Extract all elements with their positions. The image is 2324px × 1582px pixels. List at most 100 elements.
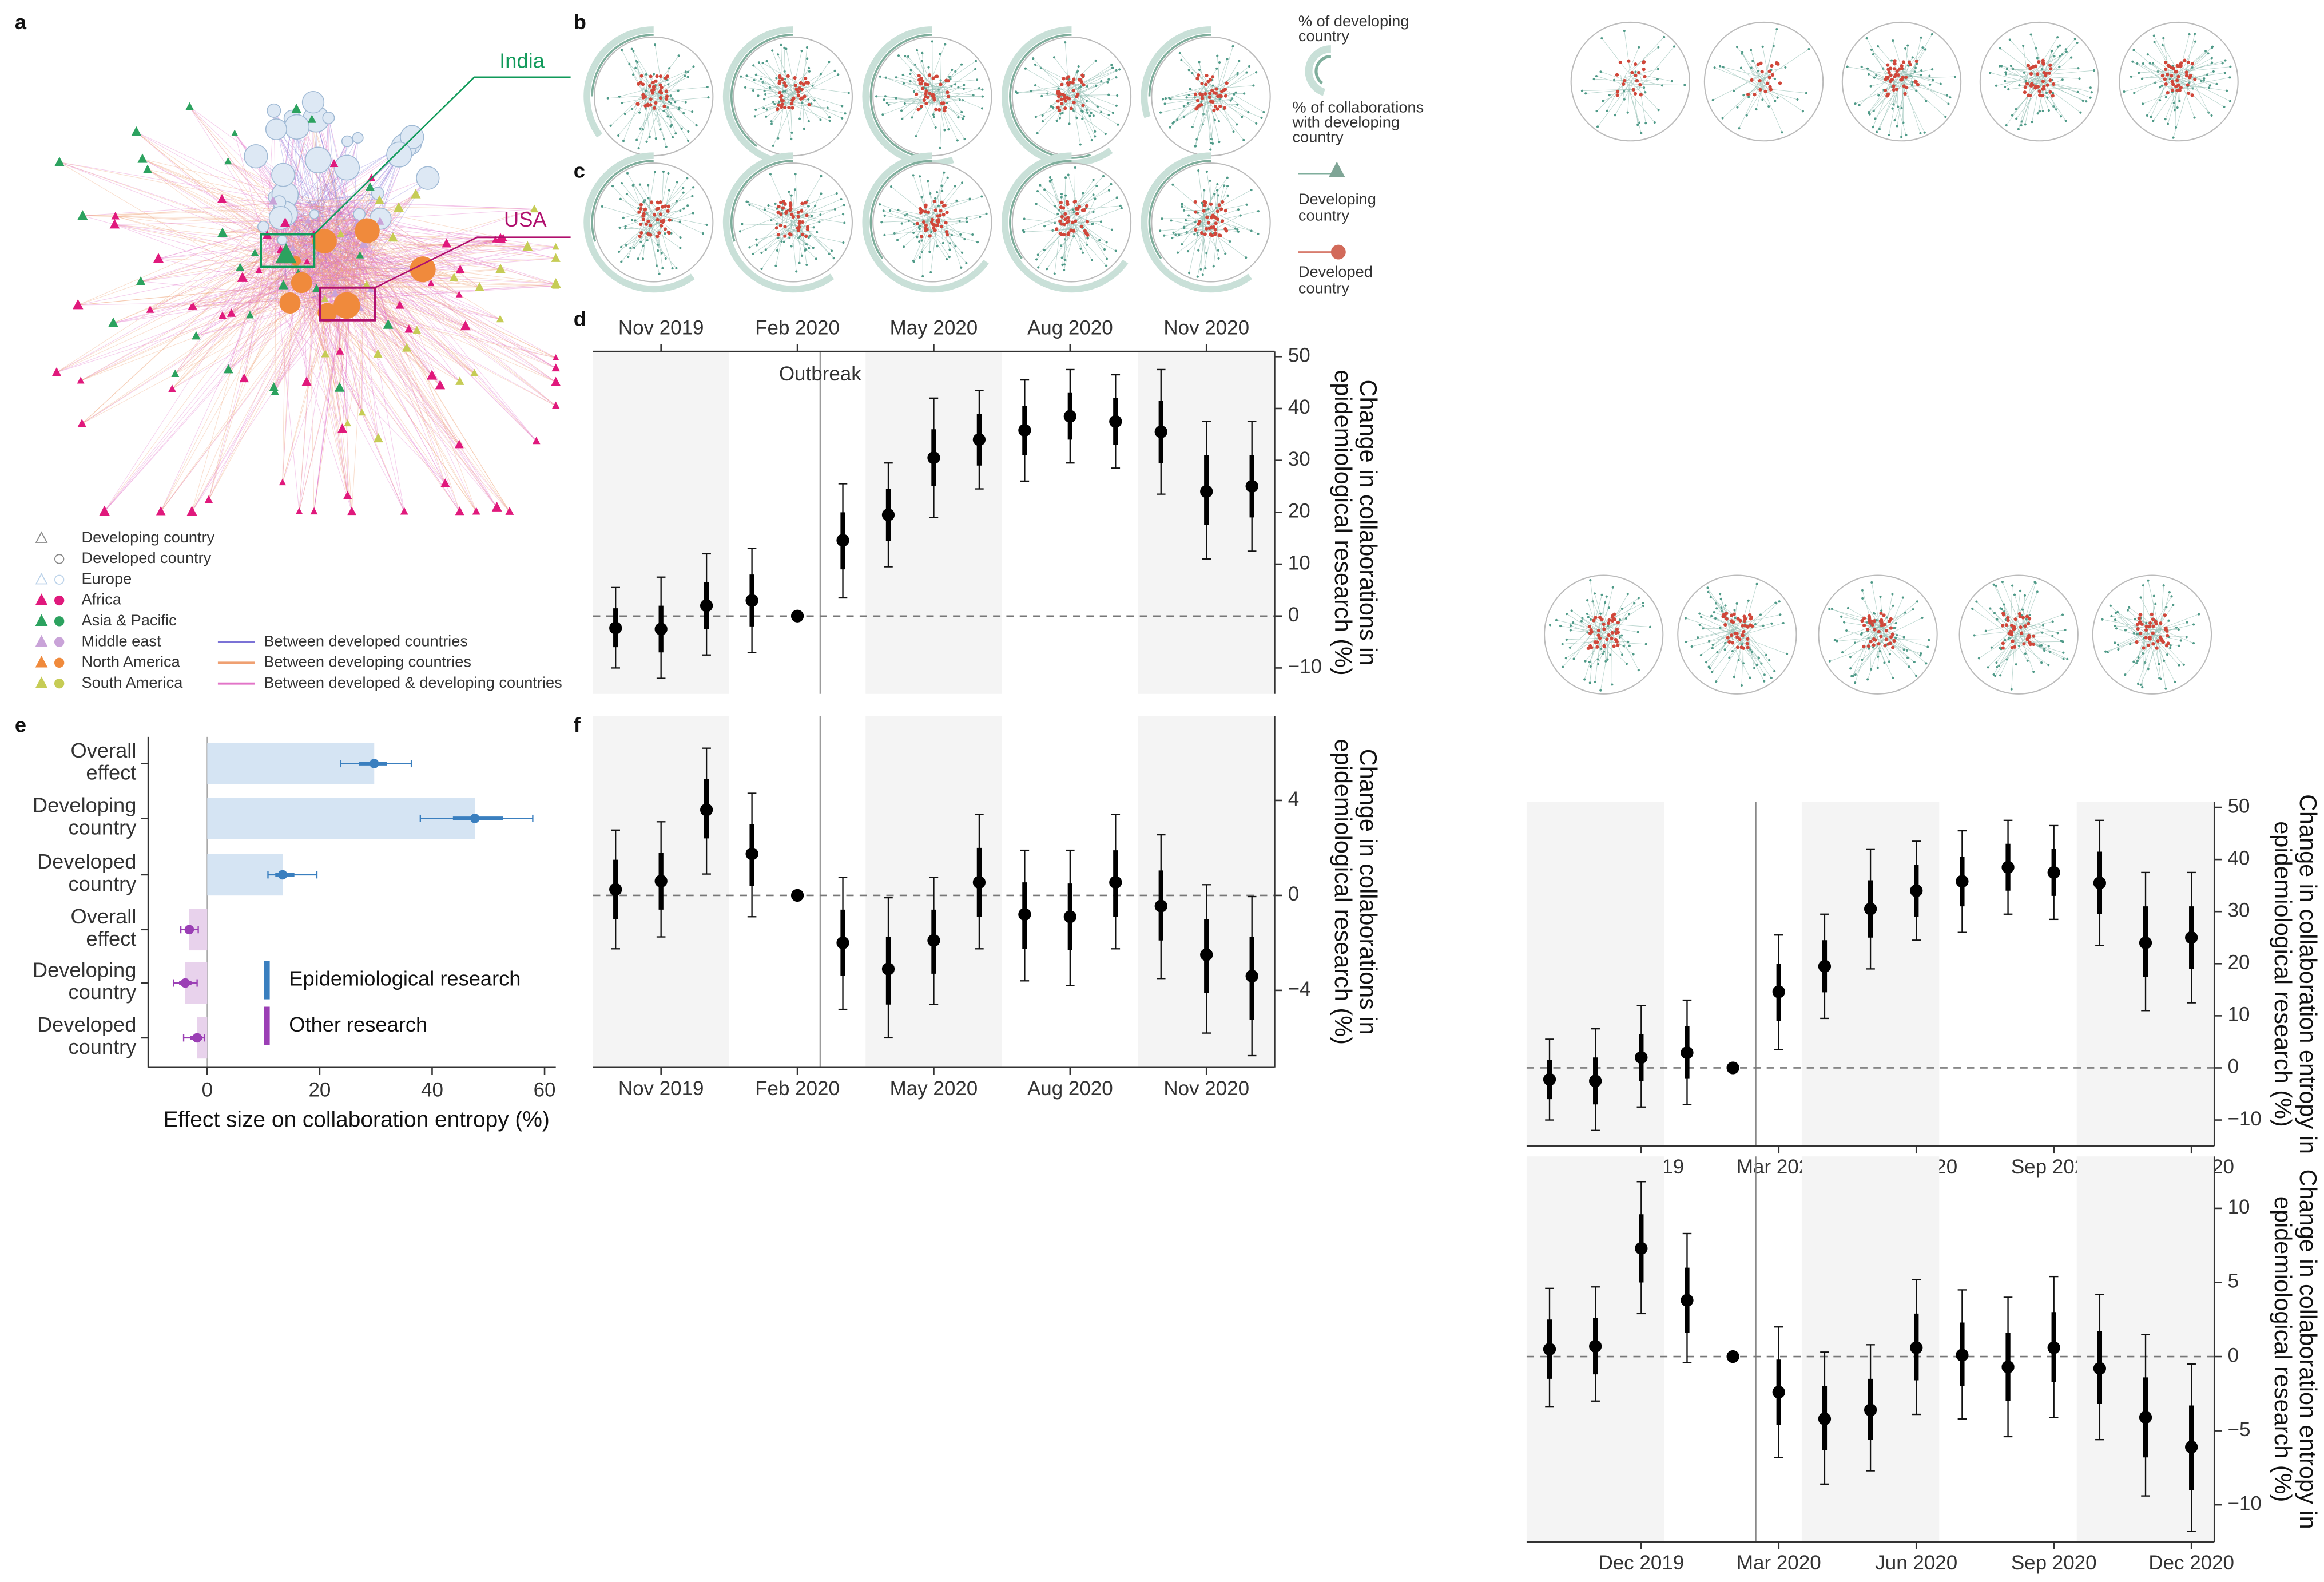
mini-node	[1846, 65, 1849, 68]
network-edge	[320, 269, 501, 279]
mini-edge	[1750, 50, 1762, 85]
mini-node	[1890, 632, 1895, 636]
y-tick-label: −5	[2228, 1418, 2251, 1441]
mini-node	[668, 67, 671, 70]
mini-node	[924, 101, 928, 105]
mini-node	[1584, 92, 1587, 95]
y-tick-label: 0	[2228, 1056, 2239, 1078]
network-edge	[323, 211, 328, 313]
mini-node	[960, 266, 963, 269]
mini-node	[1178, 51, 1181, 54]
mini-node	[667, 231, 671, 235]
network-edge	[320, 177, 372, 206]
mini-node	[2077, 67, 2080, 70]
mini-node	[2090, 91, 2093, 94]
mini-node	[664, 257, 667, 260]
network-edge	[160, 280, 335, 512]
mini-node	[966, 220, 968, 224]
mini-node	[1600, 37, 1603, 40]
network-edge	[276, 223, 510, 512]
mini-edge	[1624, 31, 1632, 85]
network-edge	[324, 241, 355, 299]
network-edge	[208, 210, 367, 500]
mini-node	[1041, 114, 1044, 117]
network-edge	[328, 268, 410, 330]
mini-node	[897, 208, 900, 212]
mini-node	[844, 112, 847, 115]
mini-node	[1634, 73, 1638, 77]
network-edge	[349, 251, 432, 376]
network-edge	[189, 106, 307, 257]
mini-node	[828, 119, 831, 122]
mini-node	[778, 224, 782, 228]
mini-node	[2145, 621, 2148, 624]
mini-node	[1059, 97, 1063, 101]
mini-node	[1735, 632, 1739, 636]
mini-node	[1043, 188, 1046, 191]
mini-node	[1032, 57, 1035, 60]
mini-node	[808, 66, 811, 69]
mini-node	[2193, 33, 2196, 35]
network-node	[289, 244, 296, 251]
mini-node	[1588, 681, 1591, 684]
network-edge	[196, 259, 329, 336]
mini-node	[796, 215, 800, 219]
mini-node	[788, 204, 793, 208]
point	[2185, 1440, 2198, 1454]
mini-node	[1083, 229, 1087, 233]
mini-node	[1884, 77, 1888, 81]
mini-node	[1931, 68, 1934, 71]
network-edge	[307, 222, 341, 235]
mini-node	[954, 185, 956, 188]
mini-node	[1065, 220, 1069, 224]
mini-node	[1633, 602, 1636, 605]
mini-node	[777, 204, 781, 209]
mini-node	[1056, 212, 1059, 215]
mini-node	[2042, 87, 2046, 91]
mini-node	[1234, 91, 1237, 94]
mini-node	[814, 204, 817, 207]
mini-node	[1992, 583, 1995, 586]
mini-node	[918, 240, 921, 243]
mini-node	[1078, 204, 1082, 209]
mini-node	[1082, 251, 1084, 254]
mini-node	[919, 211, 923, 215]
mini-edge	[1872, 629, 1928, 647]
mini-node	[1746, 92, 1750, 97]
mini-node	[1218, 141, 1221, 144]
mini-node	[632, 50, 635, 53]
mini-node	[880, 221, 883, 224]
network-edge	[306, 205, 535, 210]
mini-node	[1973, 634, 1976, 637]
network-edge	[78, 219, 279, 306]
mini-edge	[1868, 69, 1906, 113]
network-edge	[193, 213, 290, 307]
mini-edge	[2162, 45, 2184, 81]
mini-edge	[1996, 75, 2041, 86]
network-edge	[359, 233, 446, 484]
mini-node	[2140, 77, 2144, 80]
network-edge	[249, 289, 358, 316]
mini-node	[1232, 130, 1235, 133]
y-tick-label: 10	[2228, 1196, 2250, 1218]
mini-node	[895, 76, 897, 79]
mini-node	[706, 85, 709, 89]
mini-node	[1870, 623, 1874, 627]
network-edge	[240, 267, 272, 291]
mini-node	[963, 137, 966, 141]
mini-node	[659, 128, 662, 131]
mini-node	[919, 224, 921, 227]
callout-line	[375, 236, 571, 288]
mini-node	[1615, 627, 1619, 632]
mini-node	[928, 234, 932, 238]
network-edge	[353, 291, 477, 512]
mini-node	[806, 81, 810, 85]
mini-edge	[1872, 633, 1909, 667]
mini-edge	[654, 90, 697, 126]
mini-edge	[2184, 34, 2195, 77]
mini-node	[1103, 248, 1106, 251]
mini-node	[790, 137, 793, 141]
mini-node	[1796, 98, 1799, 101]
network-edge	[82, 215, 331, 284]
mini-edge	[2138, 628, 2158, 684]
